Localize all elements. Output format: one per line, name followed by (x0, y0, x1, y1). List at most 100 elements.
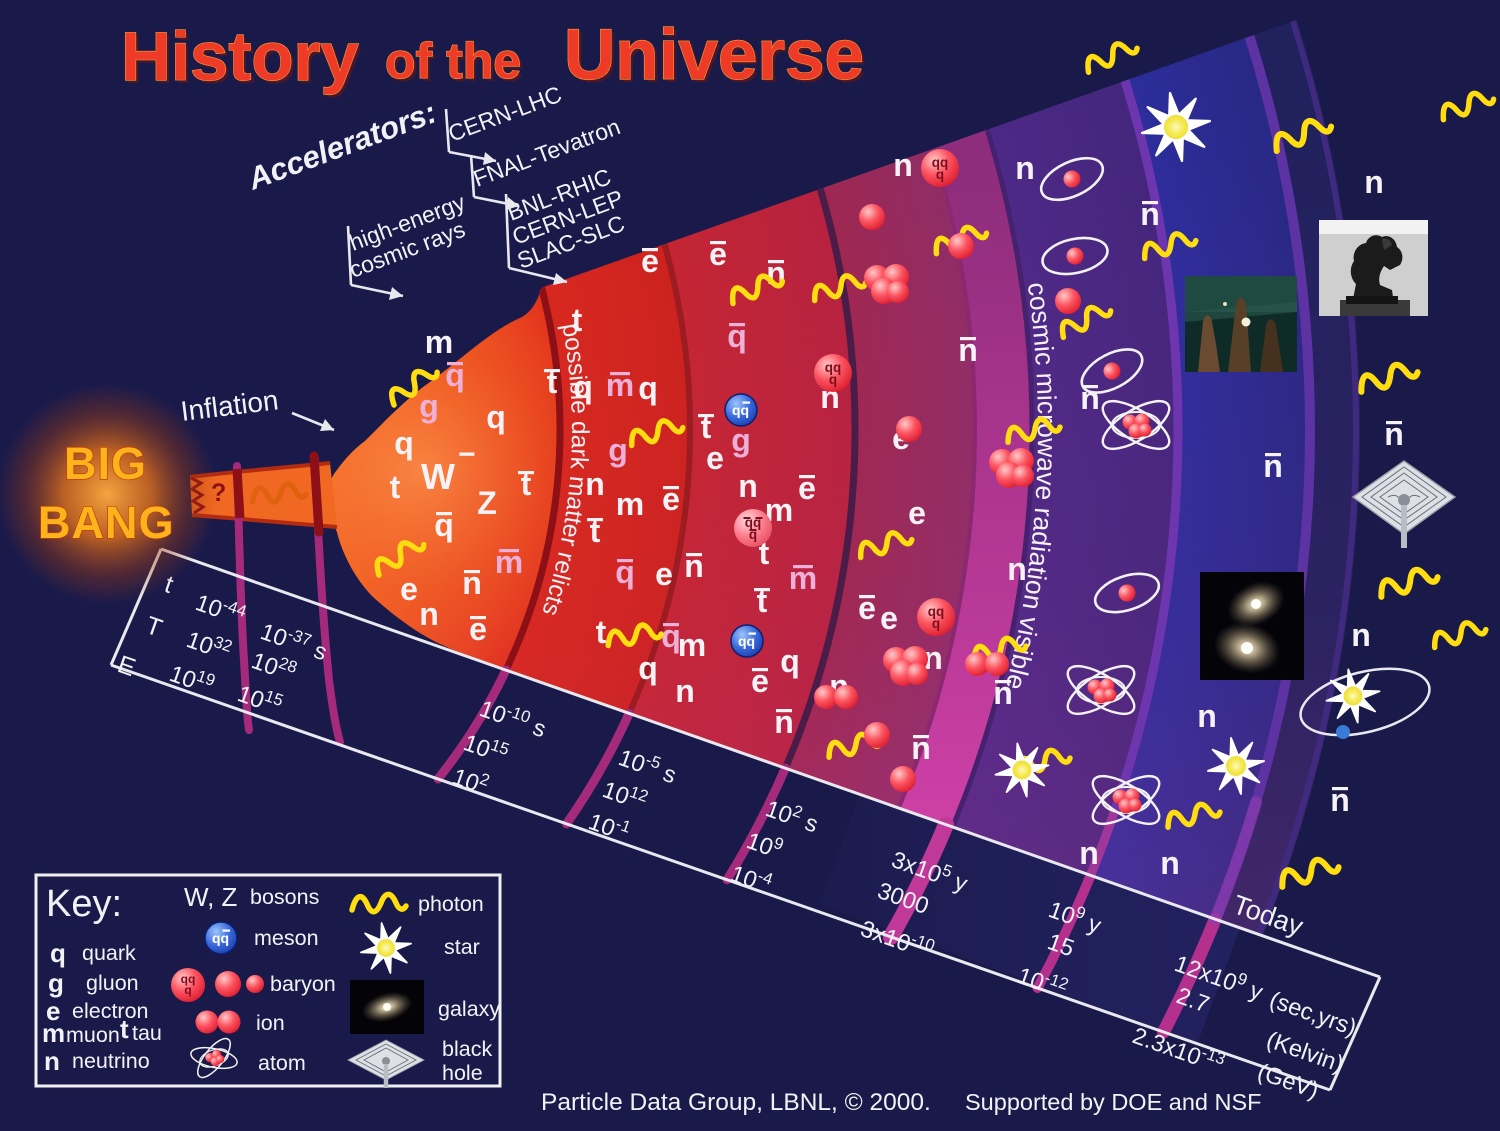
svg-text:neutrino: neutrino (72, 1049, 150, 1073)
svg-text:q: q (573, 369, 593, 405)
svg-text:n: n (1351, 617, 1371, 653)
svg-text:n: n (923, 640, 943, 676)
svg-text:Universe: Universe (564, 16, 864, 95)
svg-text:W, Z: W, Z (184, 882, 238, 912)
svg-text:n: n (419, 596, 439, 632)
svg-text:quark: quark (82, 941, 136, 965)
svg-text:muon: muon (66, 1023, 120, 1047)
svg-text:Key:: Key: (46, 883, 122, 925)
svg-text:m: m (678, 627, 706, 663)
svg-text:n: n (44, 1046, 60, 1076)
svg-text:History: History (121, 18, 359, 95)
svg-text:atom: atom (258, 1051, 306, 1075)
svg-text:n: n (1364, 164, 1384, 200)
svg-text:e: e (858, 590, 876, 626)
svg-text:qq: qq (181, 972, 196, 986)
svg-text:e: e (880, 600, 898, 636)
svg-text:q: q (638, 370, 658, 406)
svg-text:n: n (1079, 835, 1099, 871)
svg-text:n: n (1384, 416, 1404, 452)
svg-text:W: W (421, 456, 455, 497)
svg-text:t: t (596, 614, 607, 650)
svg-text:g: g (731, 422, 751, 458)
svg-text:q: q (434, 507, 454, 543)
svg-text:g: g (48, 968, 64, 998)
svg-text:hole: hole (442, 1061, 483, 1085)
svg-text:Z: Z (477, 485, 497, 521)
svg-text:ion: ion (256, 1011, 285, 1035)
svg-text:t: t (572, 302, 583, 338)
svg-text:n: n (1263, 448, 1283, 484)
svg-text:e: e (655, 556, 673, 592)
svg-text:BANG: BANG (38, 497, 175, 548)
svg-text:g: g (608, 432, 628, 468)
svg-text:n: n (774, 704, 794, 740)
svg-text:e: e (798, 470, 816, 506)
svg-text:e: e (751, 663, 769, 699)
svg-text:n: n (462, 565, 482, 601)
svg-text:e: e (709, 236, 727, 272)
svg-text:black: black (442, 1037, 492, 1061)
svg-text:n: n (675, 673, 695, 709)
svg-text:q: q (661, 618, 681, 654)
svg-text:e: e (400, 571, 418, 607)
svg-text:of the: of the (388, 36, 524, 92)
svg-text:n: n (1015, 150, 1035, 186)
svg-text:q: q (486, 399, 506, 435)
svg-text:q: q (184, 983, 191, 997)
svg-text:n: n (1197, 698, 1217, 734)
svg-text:e: e (662, 481, 680, 517)
svg-text:q: q (780, 643, 800, 679)
svg-text:e: e (469, 611, 487, 647)
svg-text:n: n (958, 332, 978, 368)
svg-text:n: n (585, 466, 605, 502)
svg-text:e: e (641, 243, 659, 279)
svg-text:q: q (50, 938, 66, 968)
svg-text:n: n (684, 548, 704, 584)
svg-text:g: g (419, 388, 439, 424)
svg-text:e: e (706, 440, 724, 476)
svg-text:Supported by DOE and NSF: Supported by DOE and NSF (965, 1089, 1262, 1115)
svg-text:t: t (701, 409, 712, 445)
svg-text:meson: meson (254, 926, 319, 950)
svg-text:t: t (759, 535, 770, 571)
svg-text:tau: tau (132, 1021, 162, 1045)
svg-text:q: q (615, 554, 635, 590)
svg-text:t: t (547, 364, 558, 400)
svg-text:n: n (738, 468, 758, 504)
svg-text:History: History (124, 21, 362, 98)
svg-text:baryon: baryon (270, 972, 336, 996)
svg-text:Universe: Universe (567, 19, 867, 98)
svg-text:galaxy: galaxy (438, 997, 500, 1021)
svg-text:electron: electron (72, 999, 149, 1023)
svg-text:of the: of the (385, 33, 521, 89)
svg-text:n: n (1140, 196, 1160, 232)
svg-text:n: n (893, 147, 913, 183)
svg-text:gluon: gluon (86, 971, 139, 995)
svg-text:bosons: bosons (250, 885, 319, 909)
svg-text:t: t (390, 469, 401, 505)
svg-text:n: n (911, 730, 931, 766)
svg-text:photon: photon (418, 892, 484, 916)
svg-text:q: q (727, 318, 747, 354)
svg-text:−: − (458, 438, 476, 471)
svg-text:Particle Data Group, LBNL, © 2: Particle Data Group, LBNL, © 2000. (541, 1089, 931, 1116)
svg-text:m: m (42, 1018, 65, 1048)
svg-text:n: n (1160, 845, 1180, 881)
svg-text:BIG: BIG (64, 438, 147, 489)
svg-text:t: t (590, 513, 601, 549)
svg-text:q: q (638, 650, 658, 686)
svg-text:q: q (394, 425, 414, 461)
svg-text:e: e (46, 996, 60, 1026)
svg-text:n: n (1330, 782, 1350, 818)
svg-text:q: q (445, 357, 465, 393)
svg-text:t: t (521, 466, 532, 502)
svg-text:n: n (1007, 551, 1027, 587)
svg-text:star: star (444, 935, 480, 959)
svg-text:t: t (120, 1014, 129, 1044)
svg-text:m: m (616, 486, 644, 522)
svg-text:t: t (757, 583, 768, 619)
svg-text:e: e (908, 495, 926, 531)
svg-text:m: m (425, 324, 453, 360)
svg-text:n: n (993, 675, 1013, 711)
